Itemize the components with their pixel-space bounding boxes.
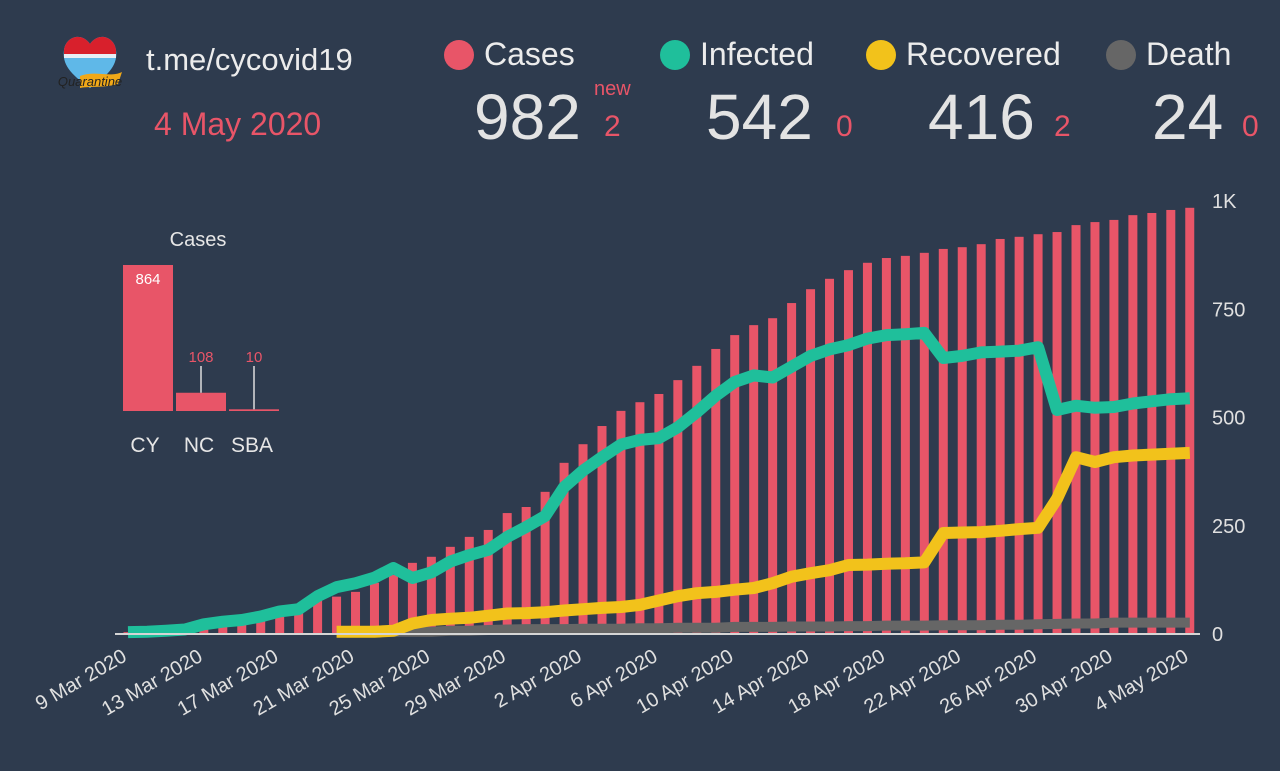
cases-bar xyxy=(673,380,683,633)
inset-category-label: NC xyxy=(184,434,214,457)
cases-bar xyxy=(294,605,304,633)
cases-bar xyxy=(825,278,835,633)
cases-bar xyxy=(464,536,474,633)
recovered-legend-dot-icon xyxy=(866,40,896,70)
new-label: new xyxy=(594,78,631,100)
stat-delta: 0 xyxy=(1242,110,1259,143)
inset-bar xyxy=(123,265,173,411)
cases-bar xyxy=(787,303,797,633)
cases-bar xyxy=(1147,212,1157,634)
cases-bar xyxy=(351,591,361,633)
stat-delta: 0 xyxy=(836,110,853,143)
report-date: 4 May 2020 xyxy=(154,106,322,142)
cases-bar xyxy=(1052,232,1062,634)
inset-value-label: 108 xyxy=(188,349,213,366)
cases-bar xyxy=(635,402,645,633)
cases-bar xyxy=(1185,207,1195,633)
cases-bar xyxy=(768,318,778,633)
cases-bar xyxy=(1090,222,1100,633)
cases-bar xyxy=(313,600,323,633)
cases-bar xyxy=(1109,219,1119,633)
cases-bar xyxy=(521,506,531,633)
infected-line xyxy=(127,326,1191,639)
cases-bar xyxy=(749,325,759,633)
y-tick-label: 500 xyxy=(1212,408,1245,430)
stat-delta: 2 xyxy=(604,110,621,143)
cases-bar xyxy=(806,289,816,633)
cases-bar xyxy=(976,244,986,633)
cases-bar xyxy=(123,632,133,633)
cases-bar xyxy=(483,529,493,633)
cases-bar xyxy=(445,546,455,633)
cases-bar xyxy=(502,513,512,633)
y-tick-label: 0 xyxy=(1212,624,1223,646)
cases-bar xyxy=(862,262,872,633)
cases-bar xyxy=(1071,225,1081,633)
cases-bar xyxy=(540,491,550,633)
stat-label: Infected xyxy=(700,36,814,72)
death-legend-dot-icon xyxy=(1106,40,1136,70)
stat-delta: 2 xyxy=(1054,110,1071,143)
cases-bar xyxy=(957,247,967,633)
stat-value: 24 xyxy=(1152,81,1224,153)
cases-bar xyxy=(407,562,417,633)
cases-bar xyxy=(730,335,740,633)
cases-bar xyxy=(559,462,569,633)
cases-bar xyxy=(654,393,664,633)
svg-text:Quarantine: Quarantine xyxy=(58,74,122,89)
cases-bar xyxy=(843,270,853,633)
inset-region-chart: Cases 864 CY 108 NC 10 SBA xyxy=(123,229,279,457)
cases-bar xyxy=(900,255,910,633)
cases-bar xyxy=(1166,209,1176,634)
inset-category-label: SBA xyxy=(231,434,273,457)
logo: Quarantine xyxy=(50,26,130,102)
y-tick-label: 750 xyxy=(1212,299,1245,321)
inset-value-label: 864 xyxy=(135,271,160,288)
cases-bar xyxy=(1033,234,1043,633)
stat-label: Recovered xyxy=(906,36,1061,72)
inset-bar xyxy=(229,409,279,411)
inset-bar xyxy=(176,392,226,411)
cases-bar xyxy=(597,426,607,633)
cases-bar xyxy=(256,613,266,633)
cases-bar xyxy=(388,574,398,633)
inset-category-label: CY xyxy=(130,434,159,457)
cases-bar xyxy=(995,238,1005,633)
stat-label: Cases xyxy=(484,36,575,72)
cases-bar xyxy=(369,582,379,633)
y-tick-label: 1K xyxy=(1212,191,1237,213)
stat-value: 982 xyxy=(474,81,581,153)
cases-bar xyxy=(1014,236,1024,633)
cases-bar xyxy=(881,258,891,633)
heart-logo-icon: Quarantine xyxy=(58,36,122,89)
cases-bar xyxy=(938,248,948,633)
cases-bar xyxy=(711,348,721,633)
infected-legend-dot-icon xyxy=(660,40,690,70)
inset-value-label: 10 xyxy=(246,349,263,366)
cases-bar xyxy=(332,596,342,633)
stat-value: 416 xyxy=(928,81,1035,153)
cases-bar xyxy=(275,610,285,633)
cases-bar xyxy=(616,410,626,633)
channel-link[interactable]: t.me/cycovid19 xyxy=(146,42,353,77)
cases-legend-dot-icon xyxy=(444,40,474,70)
cases-bar xyxy=(692,365,702,633)
cases-bar xyxy=(578,444,588,633)
death-line xyxy=(336,617,1190,638)
cases-bar xyxy=(919,252,929,634)
cases-bar xyxy=(1128,215,1138,633)
stat-label: Death xyxy=(1146,36,1232,72)
cases-bar xyxy=(426,556,436,633)
y-tick-label: 250 xyxy=(1212,516,1245,538)
stat-value: 542 xyxy=(706,81,813,153)
inset-title: Cases xyxy=(170,229,227,251)
recovered-line xyxy=(336,446,1191,638)
